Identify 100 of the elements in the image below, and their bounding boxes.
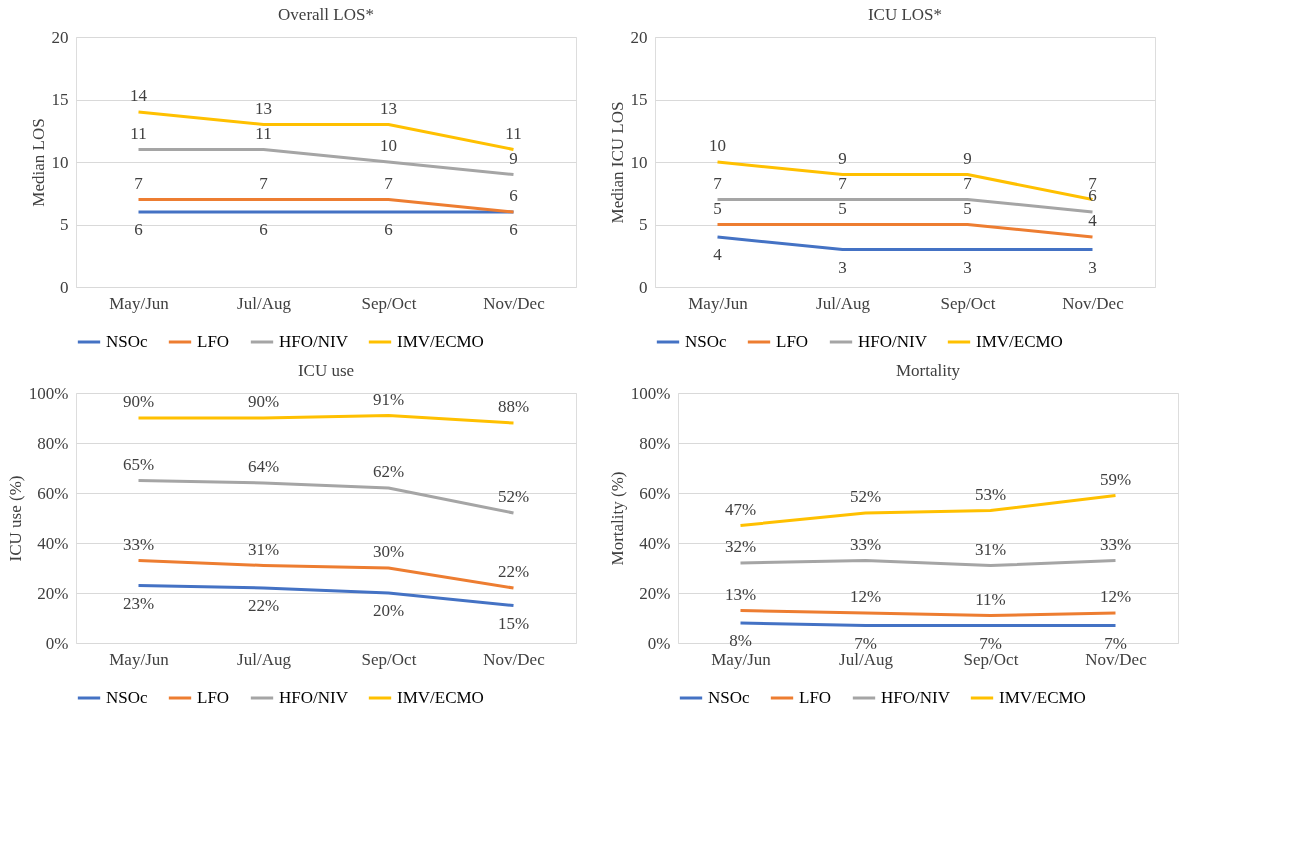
data-label: 33% xyxy=(1099,534,1132,554)
legend-label: NSOc xyxy=(685,332,728,351)
y-tick-label: 5 xyxy=(60,215,69,234)
x-tick-label: May/Jun xyxy=(688,293,749,313)
data-label: 12% xyxy=(849,587,882,606)
data-label: 5 xyxy=(963,198,972,218)
data-label: 62% xyxy=(372,462,405,481)
data-label: 64% xyxy=(247,457,280,476)
data-label: 22% xyxy=(497,562,530,581)
data-label: 7 xyxy=(963,173,973,193)
x-tick-label: May/Jun xyxy=(109,293,170,313)
data-label: 8% xyxy=(729,631,752,650)
data-label: 10 xyxy=(709,136,726,155)
data-label: 7 xyxy=(384,173,394,193)
y-axis-title: Mortality (%) xyxy=(607,471,627,566)
y-tick-label: 15 xyxy=(51,90,69,109)
y-tick-label: 100% xyxy=(630,383,671,403)
data-label: 31% xyxy=(247,539,280,559)
y-axis-title: ICU use (%) xyxy=(5,475,25,562)
chart-title: Mortality xyxy=(895,361,961,380)
data-label: 12% xyxy=(1099,587,1132,606)
data-label: 52% xyxy=(497,487,530,506)
data-label: 59% xyxy=(1099,469,1132,489)
x-tick-label: Nov/Dec xyxy=(1062,293,1125,313)
y-tick-label: 60% xyxy=(37,483,69,503)
y-tick-label: 20% xyxy=(639,583,671,603)
data-label: 3 xyxy=(1088,257,1097,277)
x-tick-label: Nov/Dec xyxy=(483,649,546,669)
data-label: 5 xyxy=(838,198,847,218)
data-label: 22% xyxy=(247,596,280,615)
data-label: 90% xyxy=(247,392,280,411)
legend-label: IMV/ECMO xyxy=(976,332,1063,351)
data-label: 6 xyxy=(509,220,518,239)
y-tick-label: 0% xyxy=(647,633,671,653)
data-label: 88% xyxy=(497,397,530,416)
legend-label: IMV/ECMO xyxy=(999,688,1086,707)
y-tick-label: 40% xyxy=(639,533,671,553)
y-tick-label: 20 xyxy=(630,27,648,47)
data-label: 7 xyxy=(259,173,269,193)
legend-label: HFO/NIV xyxy=(279,688,349,707)
x-tick-label: Sep/Oct xyxy=(361,649,417,669)
legend-label: IMV/ECMO xyxy=(397,332,484,351)
data-label: 20% xyxy=(372,601,405,620)
legend-label: HFO/NIV xyxy=(858,332,928,351)
legend-label: NSOc xyxy=(106,688,149,707)
data-label: 52% xyxy=(849,487,882,506)
data-label: 7 xyxy=(134,173,144,193)
y-tick-label: 10 xyxy=(51,152,69,172)
legend-label: LFO xyxy=(776,332,809,351)
y-tick-label: 40% xyxy=(37,533,69,553)
x-tick-label: Jul/Aug xyxy=(816,293,871,313)
data-label: 31% xyxy=(974,539,1007,559)
x-tick-label: May/Jun xyxy=(109,649,170,669)
data-label: 6 xyxy=(134,220,143,239)
y-tick-label: 5 xyxy=(639,215,648,234)
chart-title: ICU LOS* xyxy=(867,5,943,24)
data-label: 9 xyxy=(963,148,972,168)
data-label: 4 xyxy=(1088,211,1098,230)
y-tick-label: 100% xyxy=(28,383,69,403)
x-tick-label: Nov/Dec xyxy=(483,293,546,313)
data-label: 10 xyxy=(380,136,397,155)
x-tick-label: Jul/Aug xyxy=(237,649,292,669)
x-tick-label: Sep/Oct xyxy=(361,293,417,313)
data-label: 6 xyxy=(259,220,268,239)
data-label: 23% xyxy=(122,593,155,613)
y-tick-label: 0 xyxy=(639,277,648,297)
legend-label: LFO xyxy=(197,688,230,707)
data-label: 91% xyxy=(372,389,405,409)
y-tick-label: 10 xyxy=(630,152,648,172)
data-label: 5 xyxy=(713,198,722,218)
legend-label: LFO xyxy=(799,688,832,707)
data-label: 11% xyxy=(975,589,1006,609)
data-label: 32% xyxy=(724,537,757,556)
y-tick-label: 15 xyxy=(630,90,648,109)
data-label: 6 xyxy=(509,186,518,205)
data-label: 11 xyxy=(255,123,272,143)
legend-label: NSOc xyxy=(708,688,751,707)
y-tick-label: 0 xyxy=(60,277,69,297)
data-label: 7 xyxy=(713,173,723,193)
x-tick-label: Sep/Oct xyxy=(940,293,996,313)
chart-title: ICU use xyxy=(297,361,355,380)
y-axis-title: Median LOS xyxy=(28,118,48,207)
data-label: 11 xyxy=(130,123,147,143)
y-tick-label: 80% xyxy=(639,433,671,453)
data-label: 9 xyxy=(509,148,518,168)
data-label: 53% xyxy=(974,484,1007,504)
data-label: 65% xyxy=(122,454,155,474)
data-label: 33% xyxy=(122,534,155,554)
data-label: 13% xyxy=(724,584,757,604)
data-label: 6 xyxy=(384,220,393,239)
y-tick-label: 20 xyxy=(51,27,69,47)
chart-title: Overall LOS* xyxy=(278,5,374,24)
x-tick-label: May/Jun xyxy=(711,649,772,669)
data-label: 14 xyxy=(130,86,148,105)
y-tick-label: 60% xyxy=(639,483,671,503)
data-label: 15% xyxy=(497,613,530,633)
legend-label: LFO xyxy=(197,332,230,351)
data-label: 33% xyxy=(849,534,882,554)
data-label: 90% xyxy=(122,392,155,411)
legend-label: HFO/NIV xyxy=(881,688,951,707)
